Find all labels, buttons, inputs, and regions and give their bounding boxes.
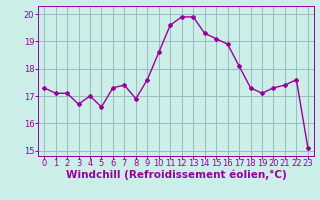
X-axis label: Windchill (Refroidissement éolien,°C): Windchill (Refroidissement éolien,°C) (66, 169, 286, 180)
